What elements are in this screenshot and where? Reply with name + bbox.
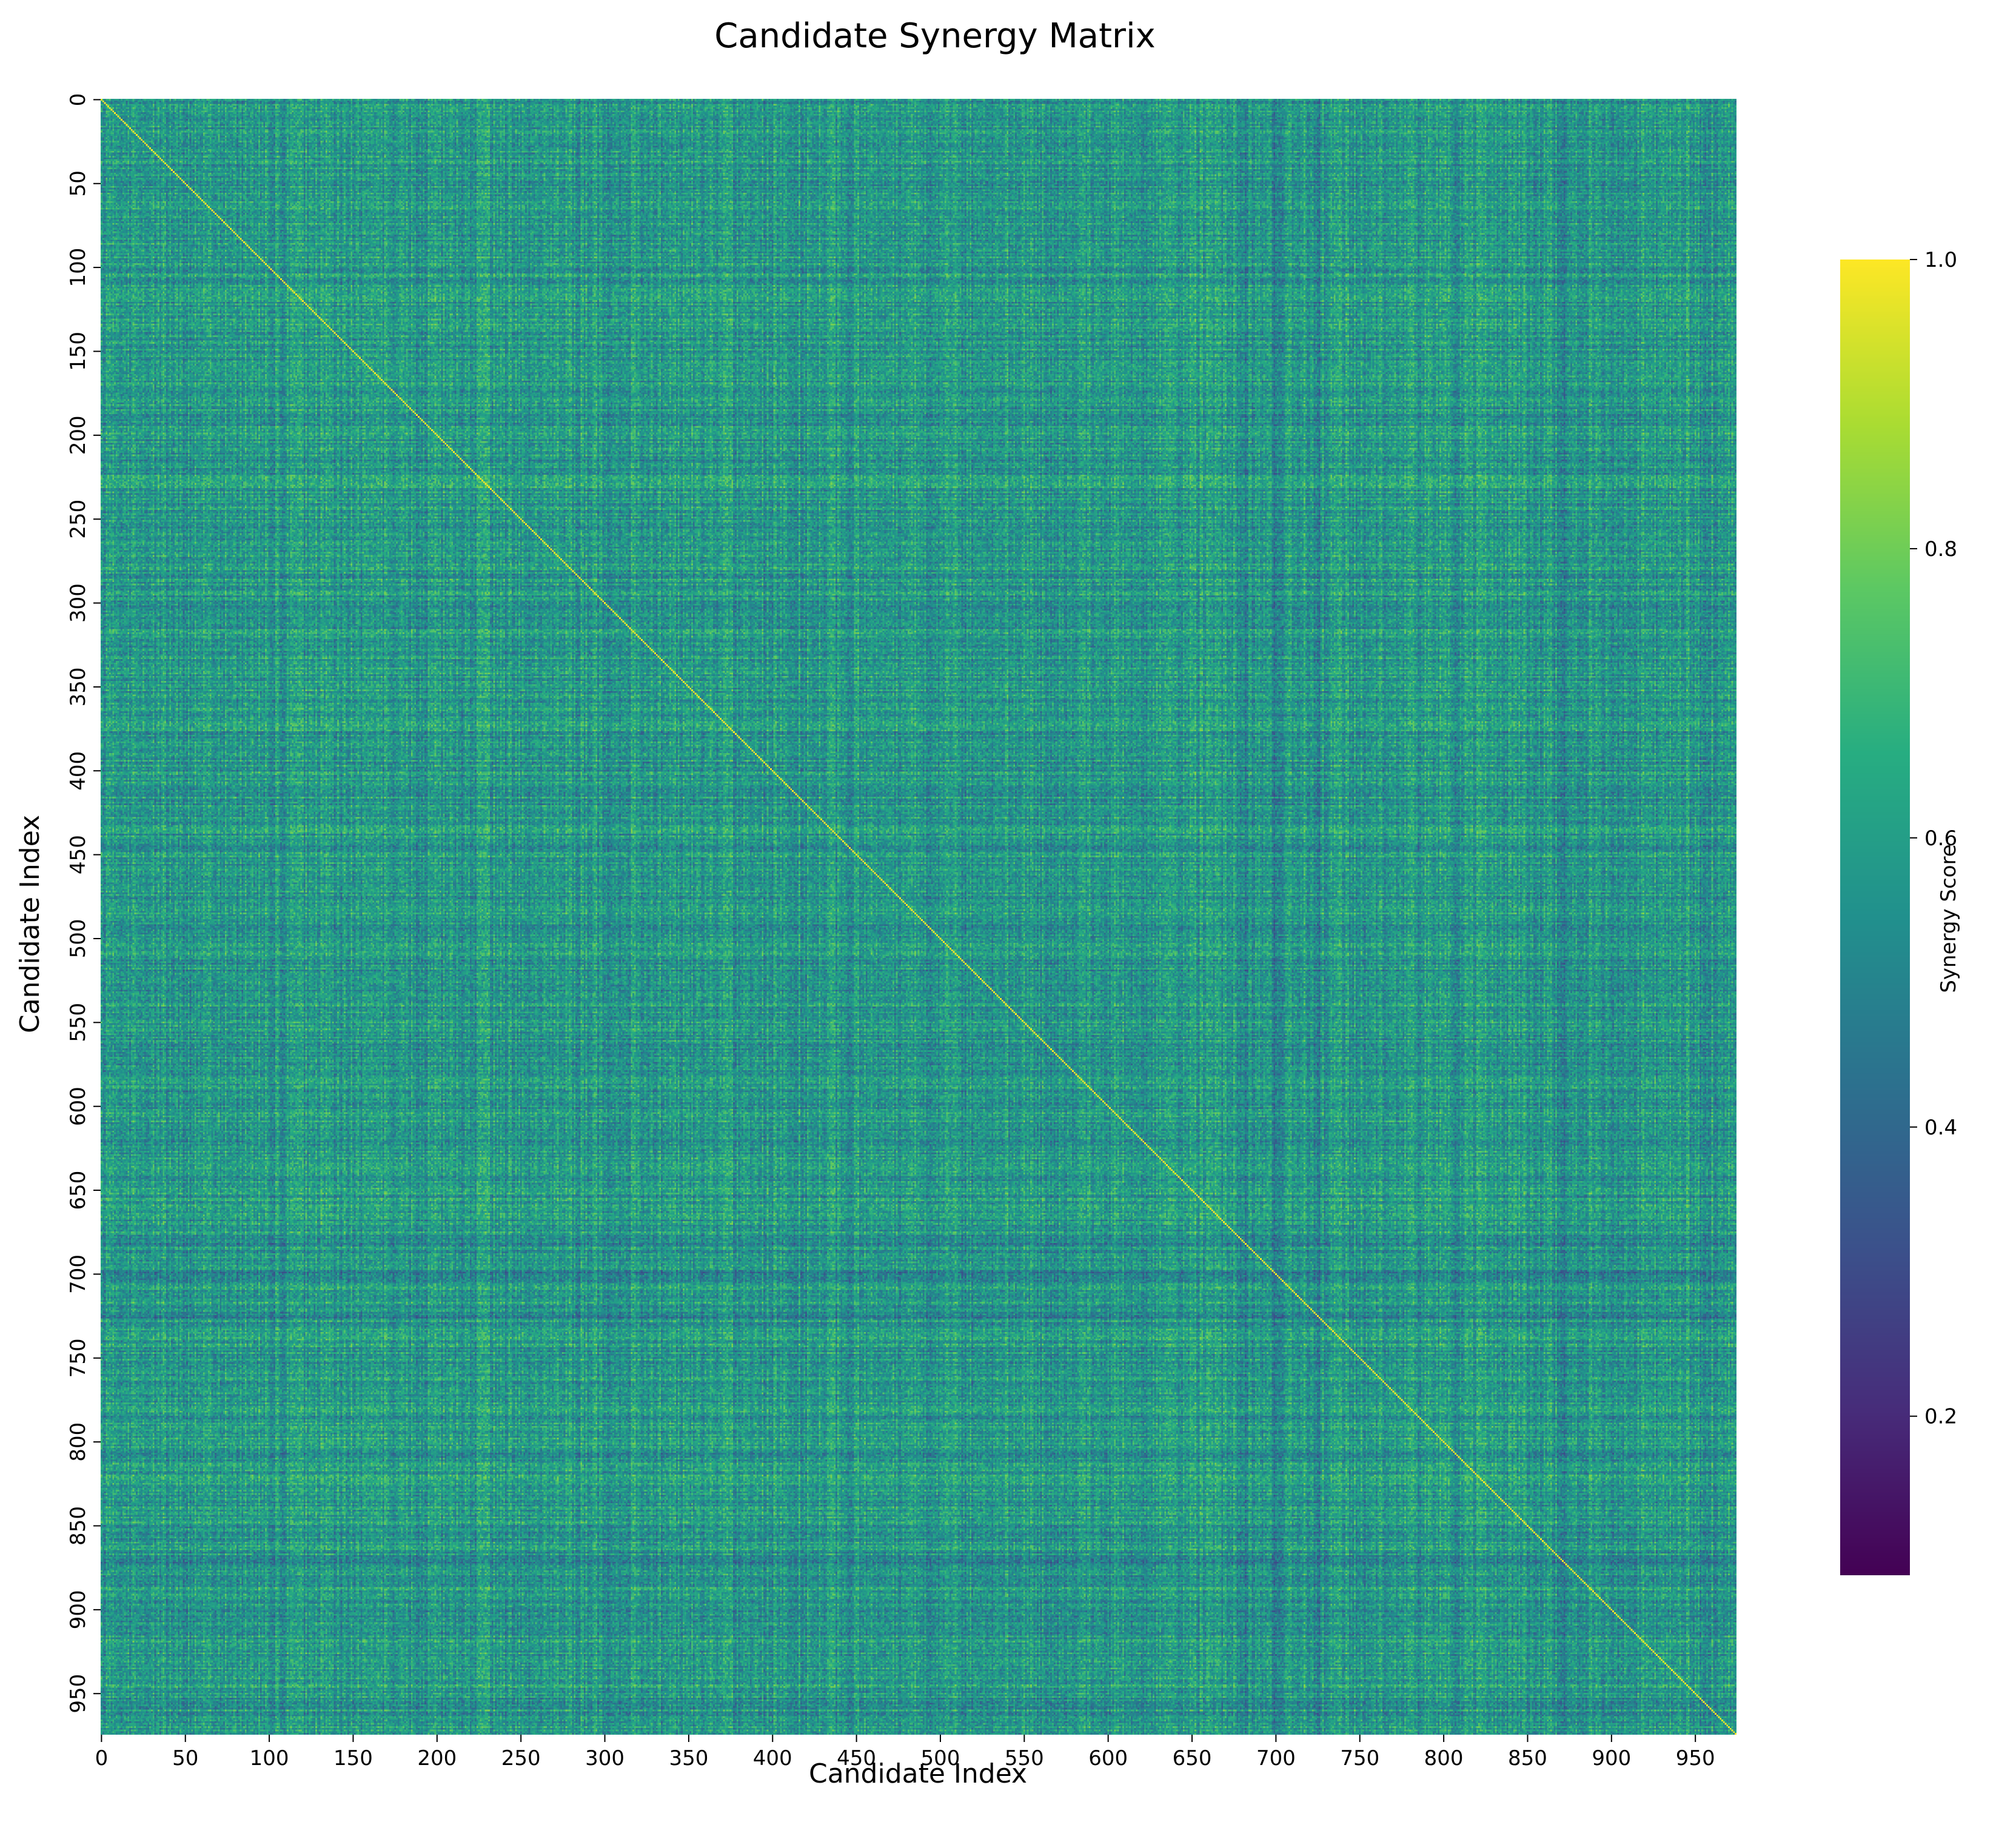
- x-tick-label: 900: [1592, 1746, 1631, 1770]
- x-axis-ticks: 0 50 100 150 200 250 300 350 400 450 500 550 600 650 7…: [95, 1735, 1715, 1770]
- x-tick-label: 850: [1508, 1746, 1547, 1770]
- y-tick-label: 550: [66, 1003, 90, 1042]
- y-axis-ticks: 0 50 100 150 200 250 300 350 400 450 500 550 600 650 7…: [66, 93, 101, 1713]
- x-tick-label: 500: [921, 1746, 960, 1770]
- x-tick-label: 250: [501, 1746, 541, 1770]
- y-tick-label: 950: [66, 1674, 90, 1713]
- y-tick-label: 50: [66, 170, 90, 196]
- x-tick-label: 950: [1676, 1746, 1715, 1770]
- y-tick-label: 200: [66, 415, 90, 455]
- x-tick-label: 650: [1173, 1746, 1212, 1770]
- y-tick-label: 700: [66, 1254, 90, 1294]
- y-tick-label: 600: [66, 1087, 90, 1126]
- y-tick-label: 650: [66, 1171, 90, 1210]
- x-axis-label: Candidate Index: [809, 1758, 1027, 1789]
- y-tick-label: 300: [66, 583, 90, 623]
- x-tick-label: 400: [753, 1746, 792, 1770]
- y-tick-label: 800: [66, 1422, 90, 1462]
- y-tick-label: 500: [66, 919, 90, 959]
- colorbar-tick-label: 0.6: [1924, 826, 1957, 851]
- x-tick-label: 100: [250, 1746, 289, 1770]
- y-tick-label: 150: [66, 332, 90, 371]
- chart-title: Candidate Synergy Matrix: [714, 16, 1156, 56]
- x-tick-label: 150: [333, 1746, 373, 1770]
- y-tick-label: 850: [66, 1506, 90, 1546]
- x-tick-label: 550: [1005, 1746, 1044, 1770]
- colorbar-label: Synergy Score: [1937, 844, 1961, 993]
- x-tick-label: 350: [669, 1746, 708, 1770]
- y-axis-label: Candidate Index: [15, 815, 45, 1033]
- y-tick-label: 750: [66, 1338, 90, 1378]
- y-tick-label: 400: [66, 751, 90, 791]
- colorbar-ticks: 0.2 0.4 0.6 0.8 1.0: [1910, 248, 1957, 1429]
- x-tick-label: 750: [1340, 1746, 1379, 1770]
- y-tick-label: 100: [66, 248, 90, 287]
- colorbar-gradient: [1840, 260, 1910, 1575]
- x-tick-label: 200: [417, 1746, 457, 1770]
- y-tick-label: 900: [66, 1590, 90, 1629]
- y-tick-label: 350: [66, 667, 90, 706]
- y-tick-label: 0: [66, 93, 90, 107]
- x-tick-label: 700: [1256, 1746, 1296, 1770]
- colorbar-tick-label: 0.8: [1924, 537, 1957, 561]
- colorbar-tick-label: 0.4: [1924, 1116, 1957, 1140]
- colorbar-tick-label: 0.2: [1924, 1405, 1957, 1429]
- y-tick-label: 450: [66, 835, 90, 874]
- colorbar-tick-label: 1.0: [1924, 248, 1957, 272]
- x-tick-label: 600: [1088, 1746, 1128, 1770]
- x-tick-label: 800: [1424, 1746, 1464, 1770]
- x-tick-label: 0: [95, 1746, 109, 1770]
- x-tick-label: 450: [837, 1746, 876, 1770]
- x-tick-label: 50: [172, 1746, 198, 1770]
- y-tick-label: 250: [66, 500, 90, 539]
- x-tick-label: 300: [585, 1746, 625, 1770]
- heatmap-cells: [101, 99, 1736, 1735]
